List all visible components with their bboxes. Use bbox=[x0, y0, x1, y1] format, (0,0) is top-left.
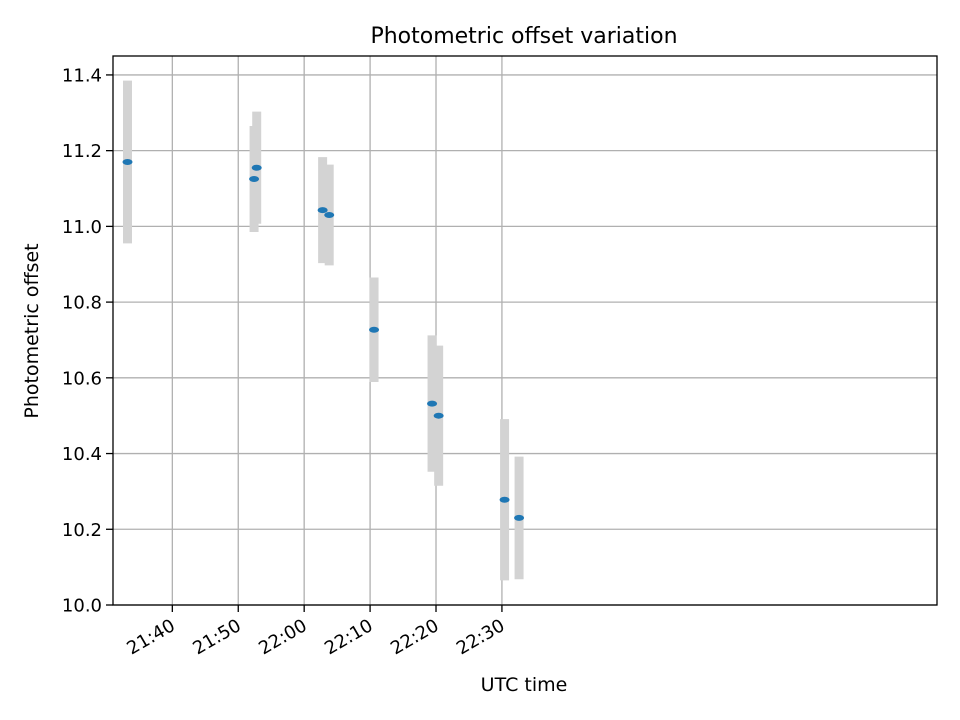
data-point bbox=[324, 212, 335, 219]
y-tick-label: 11.4 bbox=[62, 65, 102, 86]
data-point bbox=[499, 496, 510, 503]
data-point bbox=[427, 400, 438, 407]
y-tick-label: 10.2 bbox=[62, 520, 102, 541]
data-point bbox=[369, 326, 380, 333]
y-tick-label: 10.8 bbox=[62, 293, 102, 314]
data-point bbox=[433, 412, 444, 419]
y-tick-label: 10.0 bbox=[62, 596, 102, 617]
data-points bbox=[122, 159, 525, 521]
data-point bbox=[251, 164, 262, 171]
data-point bbox=[514, 514, 525, 521]
data-point bbox=[317, 207, 328, 214]
y-tick-label: 11.0 bbox=[62, 217, 102, 238]
data-point bbox=[249, 176, 260, 183]
plot-frame bbox=[112, 55, 938, 606]
y-tick-label: 10.4 bbox=[62, 444, 102, 465]
x-axis-label: UTC time bbox=[481, 674, 568, 696]
chart-title: Photometric offset variation bbox=[370, 24, 677, 49]
y-tick-label: 10.6 bbox=[62, 368, 102, 389]
data-point bbox=[122, 159, 133, 166]
y-axis-ticks: 10.0 10.2 10.4 10.6 10.8 11.0 11.2 11.4 bbox=[62, 65, 113, 617]
y-axis-label: Photometric offset bbox=[21, 243, 43, 418]
y-tick-label: 11.2 bbox=[62, 141, 102, 162]
